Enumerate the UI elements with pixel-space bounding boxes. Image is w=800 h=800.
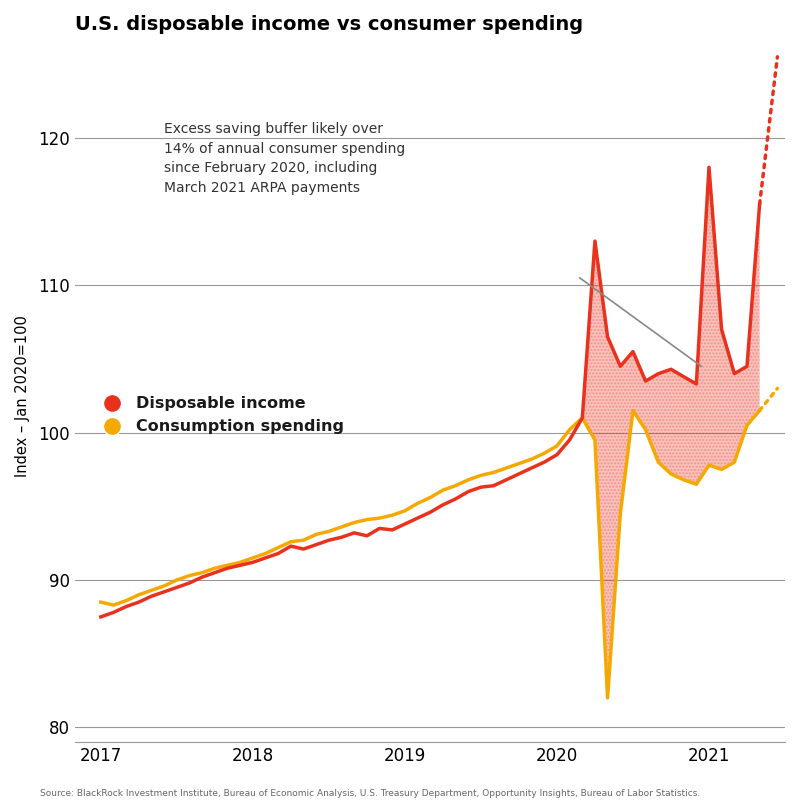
- Legend: Disposable income, Consumption spending: Disposable income, Consumption spending: [90, 390, 350, 441]
- Text: Excess saving buffer likely over
14% of annual consumer spending
since February : Excess saving buffer likely over 14% of …: [164, 122, 405, 194]
- Text: U.S. disposable income vs consumer spending: U.S. disposable income vs consumer spend…: [75, 15, 583, 34]
- Y-axis label: Index – Jan 2020=100: Index – Jan 2020=100: [15, 315, 30, 477]
- Text: Source: BlackRock Investment Institute, Bureau of Economic Analysis, U.S. Treasu: Source: BlackRock Investment Institute, …: [40, 789, 700, 798]
